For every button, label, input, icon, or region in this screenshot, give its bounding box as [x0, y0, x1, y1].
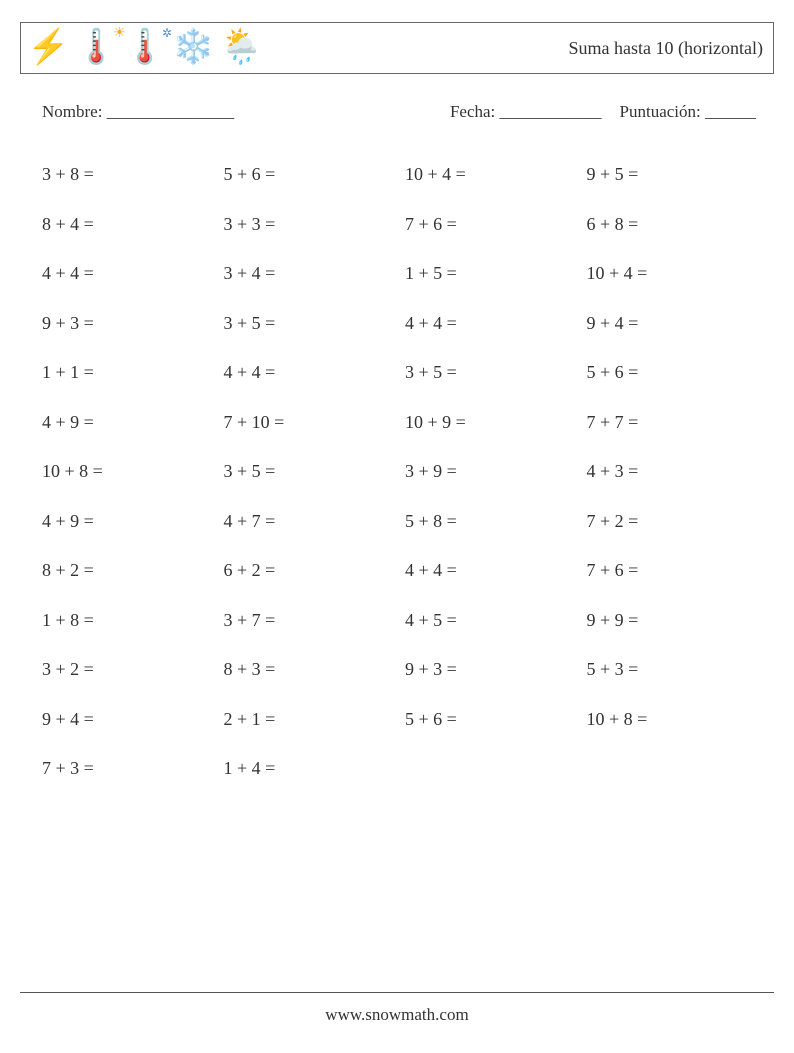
problem-cell: 10 + 8 = [42, 447, 224, 497]
snowflake-icon: ❄️ [172, 31, 214, 65]
problem-cell: 5 + 6 = [405, 695, 587, 745]
problem-cell: 3 + 7 = [224, 596, 406, 646]
problem-cell: 4 + 4 = [224, 348, 406, 398]
problem-cell: 7 + 6 = [587, 546, 769, 596]
problem-cell: 3 + 2 = [42, 645, 224, 695]
problem-cell: 9 + 4 = [587, 299, 769, 349]
problem-cell: 9 + 9 = [587, 596, 769, 646]
problem-cell: 6 + 2 = [224, 546, 406, 596]
rain-cloud-icon: 🌦️ [220, 31, 262, 65]
problem-cell: 7 + 10 = [224, 398, 406, 448]
problem-cell [405, 744, 587, 794]
problem-cell: 3 + 4 = [224, 249, 406, 299]
problem-cell: 5 + 6 = [587, 348, 769, 398]
worksheet-title: Suma hasta 10 (horizontal) [569, 38, 763, 59]
problem-cell: 5 + 8 = [405, 497, 587, 547]
problem-cell: 4 + 5 = [405, 596, 587, 646]
problem-cell: 5 + 6 = [224, 150, 406, 200]
problems-grid: 3 + 8 =5 + 6 =10 + 4 =9 + 5 =8 + 4 =3 + … [20, 150, 774, 794]
problem-cell: 7 + 3 = [42, 744, 224, 794]
problem-cell: 7 + 7 = [587, 398, 769, 448]
problem-cell: 9 + 3 = [405, 645, 587, 695]
problem-cell: 3 + 5 = [224, 447, 406, 497]
problem-cell: 3 + 8 = [42, 150, 224, 200]
footer-link[interactable]: www.snowmath.com [325, 1005, 468, 1024]
problem-cell: 4 + 3 = [587, 447, 769, 497]
problem-cell: 9 + 3 = [42, 299, 224, 349]
problem-cell: 4 + 9 = [42, 398, 224, 448]
problem-cell: 10 + 4 = [587, 249, 769, 299]
header-box: ⚡ 🌡️☀ 🌡️✲ ❄️ 🌦️ Suma hasta 10 (horizonta… [20, 22, 774, 74]
name-field-label: Nombre: _______________ [42, 102, 234, 122]
problem-cell: 10 + 8 = [587, 695, 769, 745]
problem-cell: 4 + 4 = [42, 249, 224, 299]
problem-cell [587, 744, 769, 794]
problem-cell: 6 + 8 = [587, 200, 769, 250]
meta-row: Nombre: _______________ Fecha: _________… [42, 102, 756, 122]
date-field-label: Fecha: ____________ [450, 102, 602, 122]
problem-cell: 7 + 2 = [587, 497, 769, 547]
problem-cell: 3 + 5 = [224, 299, 406, 349]
problem-cell: 4 + 7 = [224, 497, 406, 547]
thermometer-hot-icon: 🌡️☀ [75, 31, 117, 65]
lightning-icon: ⚡ [27, 31, 69, 65]
footer-divider [20, 992, 774, 993]
footer: www.snowmath.com [0, 1005, 794, 1025]
problem-cell: 5 + 3 = [587, 645, 769, 695]
problem-cell: 1 + 8 = [42, 596, 224, 646]
problem-cell: 1 + 4 = [224, 744, 406, 794]
problem-cell: 9 + 5 = [587, 150, 769, 200]
problem-cell: 4 + 4 = [405, 299, 587, 349]
score-field-label: Puntuación: ______ [620, 102, 756, 122]
problem-cell: 1 + 1 = [42, 348, 224, 398]
problem-cell: 7 + 6 = [405, 200, 587, 250]
problem-cell: 3 + 5 = [405, 348, 587, 398]
thermometer-cold-icon: 🌡️✲ [124, 31, 166, 65]
problem-cell: 1 + 5 = [405, 249, 587, 299]
problem-cell: 3 + 9 = [405, 447, 587, 497]
problem-cell: 8 + 2 = [42, 546, 224, 596]
header-icons: ⚡ 🌡️☀ 🌡️✲ ❄️ 🌦️ [27, 31, 263, 65]
problem-cell: 2 + 1 = [224, 695, 406, 745]
problem-cell: 4 + 4 = [405, 546, 587, 596]
problem-cell: 8 + 4 = [42, 200, 224, 250]
problem-cell: 8 + 3 = [224, 645, 406, 695]
problem-cell: 10 + 9 = [405, 398, 587, 448]
problem-cell: 10 + 4 = [405, 150, 587, 200]
problem-cell: 4 + 9 = [42, 497, 224, 547]
problem-cell: 3 + 3 = [224, 200, 406, 250]
problem-cell: 9 + 4 = [42, 695, 224, 745]
